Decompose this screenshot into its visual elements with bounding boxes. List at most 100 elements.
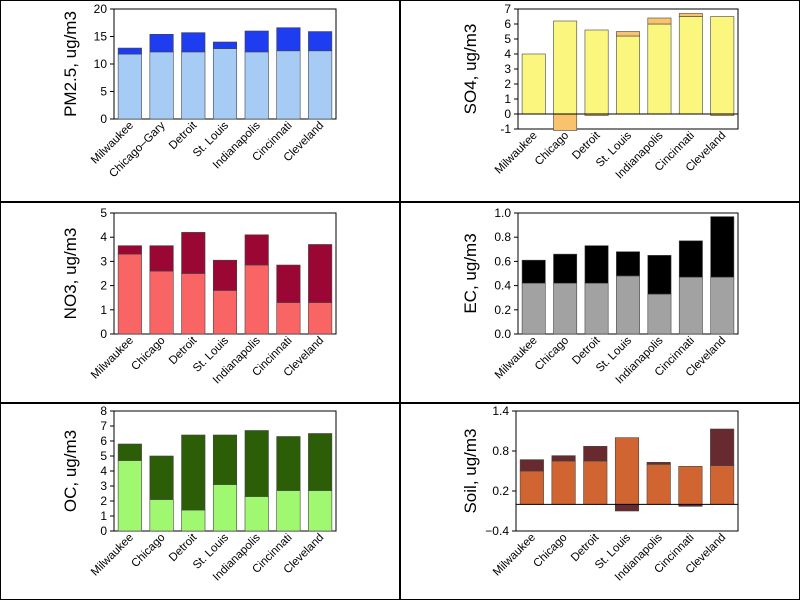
bar-extra — [614, 504, 640, 512]
bar-base — [710, 465, 735, 505]
y-tick-label: 3 — [100, 254, 107, 268]
bar-extra — [646, 462, 671, 465]
bar-extra — [647, 255, 672, 295]
bar-base — [149, 499, 174, 532]
bar-extra — [276, 264, 301, 303]
bar-base — [149, 270, 174, 335]
category-label: Chicago–Gary — [107, 119, 168, 180]
y-tick-label: 0.6 — [494, 254, 511, 268]
y-tick-label: 0.8 — [494, 230, 511, 244]
bar-extra — [678, 13, 703, 17]
bar-extra — [553, 113, 578, 131]
category-label: Chicago — [533, 335, 571, 373]
bar-base — [149, 51, 174, 120]
y-tick-label: 5 — [100, 206, 107, 220]
bar-base — [212, 290, 238, 335]
y-tick-label: −0.4 — [485, 524, 509, 538]
bar-extra — [616, 31, 640, 37]
y-tick-label: 6 — [100, 434, 107, 448]
y-axis-label: OC, ug/m3 — [61, 430, 80, 512]
bar-base — [678, 16, 703, 115]
bar-base — [646, 464, 671, 505]
y-tick-label: 0 — [100, 327, 107, 341]
bar-extra — [519, 459, 544, 472]
bar-extra — [551, 455, 576, 462]
y-tick-label: 0 — [100, 112, 107, 126]
y-tick-label: 6 — [504, 17, 511, 31]
bar-base — [117, 253, 142, 335]
bar-extra — [149, 33, 174, 53]
y-axis-label: EC, ug/m3 — [461, 233, 480, 313]
bar-extra — [521, 259, 546, 284]
category-label: Chicago — [129, 335, 167, 373]
bar-extra — [308, 31, 333, 52]
bar-base — [710, 16, 735, 115]
bar-extra — [710, 428, 735, 466]
panel-border — [0, 0, 400, 202]
bar-extra — [308, 244, 333, 303]
bar-base — [710, 276, 735, 335]
y-tick-label: 1 — [100, 303, 107, 317]
y-tick-label: 3 — [504, 62, 511, 76]
y-tick-label: 0.0 — [494, 327, 511, 341]
y-tick-label: 8 — [100, 404, 107, 418]
bar-extra — [244, 430, 269, 497]
bar-extra — [244, 30, 269, 53]
category-label: Milwaukee — [493, 335, 540, 382]
bar-base — [616, 35, 640, 115]
y-tick-label: 2 — [504, 77, 511, 91]
bar-base — [616, 275, 640, 335]
category-label: Chicago — [531, 532, 569, 570]
bar-base — [614, 437, 640, 505]
y-tick-label: 4 — [504, 47, 511, 61]
y-tick-label: 2 — [100, 279, 107, 293]
y-tick-label: 2 — [100, 494, 107, 508]
bar-base — [117, 460, 142, 532]
bar-extra — [117, 245, 142, 255]
bar-base — [647, 23, 672, 115]
bar-base — [553, 20, 578, 115]
y-axis-label: Soil, ug/m3 — [461, 428, 480, 513]
bar-base — [244, 264, 269, 335]
bar-extra — [647, 17, 672, 25]
y-tick-label: 15 — [94, 30, 108, 44]
bar-extra — [583, 446, 608, 462]
bar-base — [308, 302, 333, 335]
bar-base — [647, 293, 672, 335]
category-label: Milwaukee — [493, 130, 540, 177]
category-label: Chicago — [129, 532, 167, 570]
y-tick-label: 10 — [94, 57, 108, 71]
bar-base — [181, 509, 206, 532]
bar-base — [308, 490, 333, 532]
panel-border — [0, 202, 400, 403]
bar-base — [584, 282, 609, 335]
y-tick-label: 5 — [100, 85, 107, 99]
y-tick-label: 1 — [100, 509, 107, 523]
y-tick-label: 1.0 — [494, 206, 511, 220]
bar-base — [212, 48, 238, 120]
y-axis-label: SO4, ug/m3 — [461, 24, 480, 115]
bar-base — [521, 53, 546, 115]
bar-base — [583, 460, 608, 505]
bar-extra — [212, 259, 238, 291]
bar-base — [181, 273, 206, 335]
y-tick-label: 4 — [100, 464, 107, 478]
y-tick-label: 0.8 — [492, 444, 509, 458]
bar-extra — [149, 245, 174, 272]
bar-extra — [616, 251, 640, 277]
y-tick-label: 0.2 — [492, 484, 509, 498]
category-label: Milwaukee — [89, 532, 136, 579]
bar-base — [584, 29, 609, 115]
bar-base — [276, 302, 301, 335]
bar-base — [181, 51, 206, 120]
bar-extra — [710, 216, 735, 278]
bar-base — [519, 470, 544, 505]
bar-base — [117, 53, 142, 120]
bar-extra — [276, 436, 301, 491]
bar-extra — [212, 41, 238, 49]
bar-base — [521, 282, 546, 335]
